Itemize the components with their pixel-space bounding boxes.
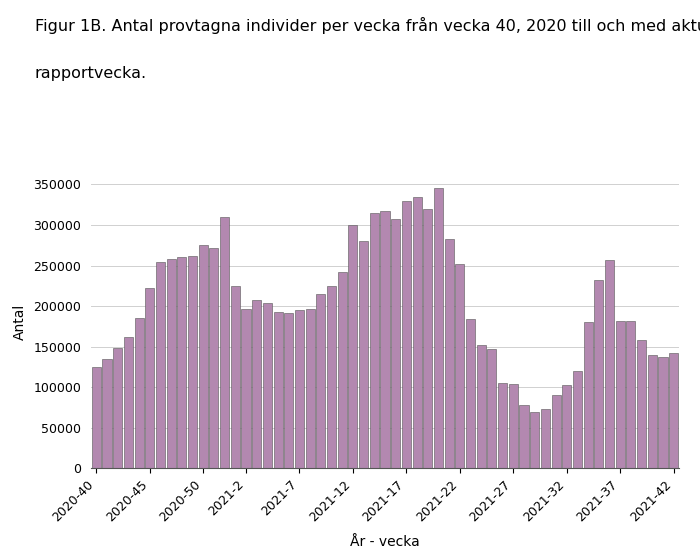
Bar — [241, 309, 251, 468]
Bar — [648, 355, 657, 468]
Bar — [562, 385, 571, 468]
Bar — [659, 357, 668, 468]
Bar — [231, 286, 240, 468]
Bar — [605, 260, 614, 468]
Bar — [252, 300, 261, 468]
Bar — [455, 264, 464, 468]
Bar — [594, 280, 603, 468]
Bar — [584, 322, 593, 468]
Bar — [327, 286, 336, 468]
Bar — [316, 294, 326, 468]
X-axis label: År - vecka: År - vecka — [350, 536, 420, 549]
Bar — [284, 312, 293, 468]
Bar — [220, 217, 229, 468]
Bar — [274, 312, 283, 468]
Bar — [626, 321, 636, 468]
Bar — [616, 321, 624, 468]
Bar — [487, 349, 496, 468]
Bar — [177, 257, 186, 468]
Bar — [669, 353, 678, 468]
Bar — [370, 213, 379, 468]
Bar — [444, 239, 454, 468]
Bar — [113, 348, 122, 468]
Bar — [92, 367, 101, 468]
Bar — [509, 384, 518, 468]
Bar — [167, 259, 176, 468]
Bar — [263, 303, 272, 468]
Bar — [466, 319, 475, 468]
Bar — [124, 337, 133, 468]
Bar — [134, 318, 144, 468]
Bar — [381, 211, 389, 468]
Bar — [530, 412, 539, 468]
Y-axis label: Antal: Antal — [13, 304, 27, 341]
Text: Figur 1B. Antal provtagna individer per vecka från vecka 40, 2020 till och med a: Figur 1B. Antal provtagna individer per … — [35, 17, 700, 34]
Bar — [199, 245, 208, 468]
Bar — [337, 272, 346, 468]
Bar — [295, 310, 304, 468]
Bar — [209, 248, 218, 468]
Bar — [188, 256, 197, 468]
Bar — [541, 409, 550, 468]
Bar — [573, 371, 582, 468]
Bar — [102, 359, 111, 468]
Bar — [477, 345, 486, 468]
Bar — [519, 405, 528, 468]
Bar — [146, 288, 154, 468]
Bar — [498, 383, 507, 468]
Bar — [359, 241, 368, 468]
Bar — [637, 340, 646, 468]
Bar — [391, 219, 400, 468]
Bar — [424, 209, 433, 468]
Bar — [349, 225, 358, 468]
Bar — [552, 396, 561, 468]
Bar — [402, 201, 411, 468]
Bar — [306, 309, 315, 468]
Bar — [156, 262, 165, 468]
Bar — [434, 188, 443, 468]
Text: rapportvecka.: rapportvecka. — [35, 66, 147, 81]
Bar — [412, 197, 421, 468]
